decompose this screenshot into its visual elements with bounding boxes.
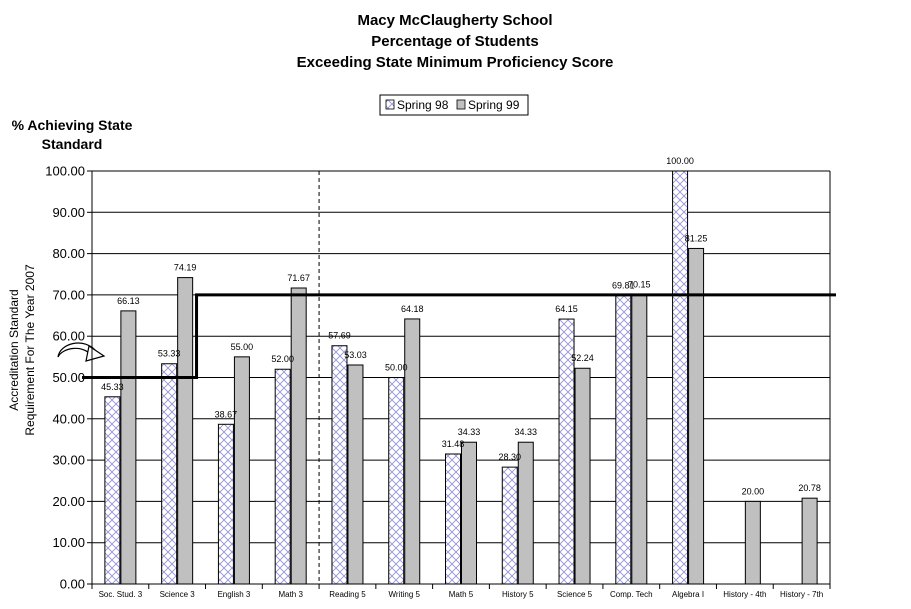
bar-spring-98 (558, 318, 575, 585)
y-tick-label: 30.00 (52, 453, 85, 468)
x-tick-label: English 3 (217, 590, 250, 599)
bar-spring-98 (615, 295, 632, 585)
bar-spring-99 (404, 318, 421, 585)
overlay (82, 171, 836, 584)
bar-spring-98 (161, 363, 178, 585)
legend: Spring 98 Spring 99 (379, 94, 529, 116)
bar-spring-99 (461, 441, 477, 585)
data-label: 74.19 (174, 263, 197, 273)
bar-spring-99 (574, 367, 591, 585)
chart-title-line-1: Macy McClaugherty School (357, 12, 552, 29)
legend-label-spring-98: Spring 98 (397, 98, 449, 112)
bar-spring-99 (233, 356, 250, 585)
data-label: 69.81 (612, 281, 635, 291)
x-tick-label: History - 7th (780, 590, 823, 599)
chart-title-line-2: Percentage of Students (371, 33, 539, 50)
y-axis-ticks: 0.00 10.00 20.00 30.00 40.00 50.00 60.00 70.00 8… (45, 164, 85, 592)
data-label: 38.67 (215, 409, 238, 419)
bar-spring-98 (274, 368, 291, 585)
data-label: 34.33 (515, 427, 538, 437)
bar-spring-98 (331, 345, 348, 585)
bar-spring-99 (688, 247, 705, 585)
x-axis-labels: Soc. Stud. 3 Science 3 English 3 Math 3 Read… (99, 590, 824, 599)
y-tick-label: 40.00 (52, 411, 85, 426)
data-label: 100.00 (666, 156, 694, 166)
data-label: 34.33 (458, 427, 481, 437)
bar-spring-98 (217, 423, 234, 585)
data-label: 53.33 (158, 349, 181, 359)
y-axis-title-line-1: % Achieving State (12, 117, 133, 133)
bar-spring-99 (120, 310, 137, 585)
y-tick-label: 70.00 (52, 287, 85, 302)
bar-spring-99 (744, 500, 761, 585)
side-label-line-2: Requirement For The Year 2007 (23, 264, 37, 436)
data-label: 81.25 (685, 233, 708, 243)
data-label: 66.13 (117, 296, 140, 306)
x-tick-label: Writing 5 (389, 590, 421, 599)
x-tick-label: Math 3 (278, 590, 303, 599)
legend-swatch-spring-99 (456, 99, 466, 110)
y-tick-label: 10.00 (52, 535, 85, 550)
bar-spring-99 (290, 287, 307, 585)
data-label: 71.67 (287, 273, 310, 283)
y-tick-label: 60.00 (52, 329, 85, 344)
y-tick-label: 80.00 (52, 246, 85, 261)
x-tick-label: Soc. Stud. 3 (99, 590, 143, 599)
y-axis-title-line-2: Standard (42, 136, 103, 152)
x-tick-label: Math 5 (449, 590, 474, 599)
data-label: 64.18 (401, 304, 424, 314)
data-label: 45.33 (101, 382, 124, 392)
bar-spring-99 (347, 364, 364, 585)
data-label: 20.78 (798, 483, 821, 493)
bar-spring-98 (104, 396, 121, 585)
bar-spring-98 (672, 170, 689, 585)
bar-spring-98 (388, 377, 405, 585)
data-labels: 45.33 66.13 53.33 74.19 38.67 55.00 52.00 71.67… (101, 156, 821, 496)
data-label: 31.48 (442, 439, 465, 449)
curved-arrow-icon (57, 342, 106, 362)
data-label: 20.00 (742, 486, 765, 496)
data-label: 57.69 (328, 331, 351, 341)
y-tick-label: 50.00 (52, 370, 85, 385)
data-label: 52.24 (571, 353, 594, 363)
data-label: 52.00 (271, 354, 294, 364)
y-tick-label: 100.00 (45, 164, 85, 179)
y-tick-label: 0.00 (60, 577, 85, 592)
bar-spring-98 (445, 453, 461, 585)
legend-swatch-spring-98 (385, 99, 395, 110)
y-tick-label: 20.00 (52, 494, 85, 509)
data-label: 55.00 (231, 342, 254, 352)
x-tick-label: Comp. Tech (610, 590, 653, 599)
bar-spring-99 (177, 277, 194, 585)
bars (104, 170, 818, 585)
x-tick-label: History - 4th (723, 590, 766, 599)
bar-spring-99 (801, 497, 818, 585)
bar-spring-99 (631, 293, 648, 585)
y-tick-label: 90.00 (52, 205, 85, 220)
data-label: 28.30 (499, 452, 522, 462)
bar-spring-98 (501, 466, 518, 585)
data-label: 53.03 (344, 350, 367, 360)
x-tick-label: Science 3 (160, 590, 196, 599)
data-label: 50.00 (385, 363, 408, 373)
x-tick-label: History 5 (502, 590, 534, 599)
x-tick-label: Reading 5 (329, 590, 366, 599)
chart-title-line-3: Exceeding State Minimum Proficiency Scor… (297, 54, 614, 71)
standard-step-line (82, 293, 836, 379)
x-tick-label: Science 5 (557, 590, 593, 599)
data-label: 70.15 (628, 279, 651, 289)
data-label: 64.15 (555, 304, 578, 314)
legend-label-spring-99: Spring 99 (468, 98, 520, 112)
side-label-line-1: Accreditation Standard (7, 289, 21, 410)
x-tick-label: Algebra I (672, 590, 704, 599)
bar-spring-99 (517, 441, 534, 585)
